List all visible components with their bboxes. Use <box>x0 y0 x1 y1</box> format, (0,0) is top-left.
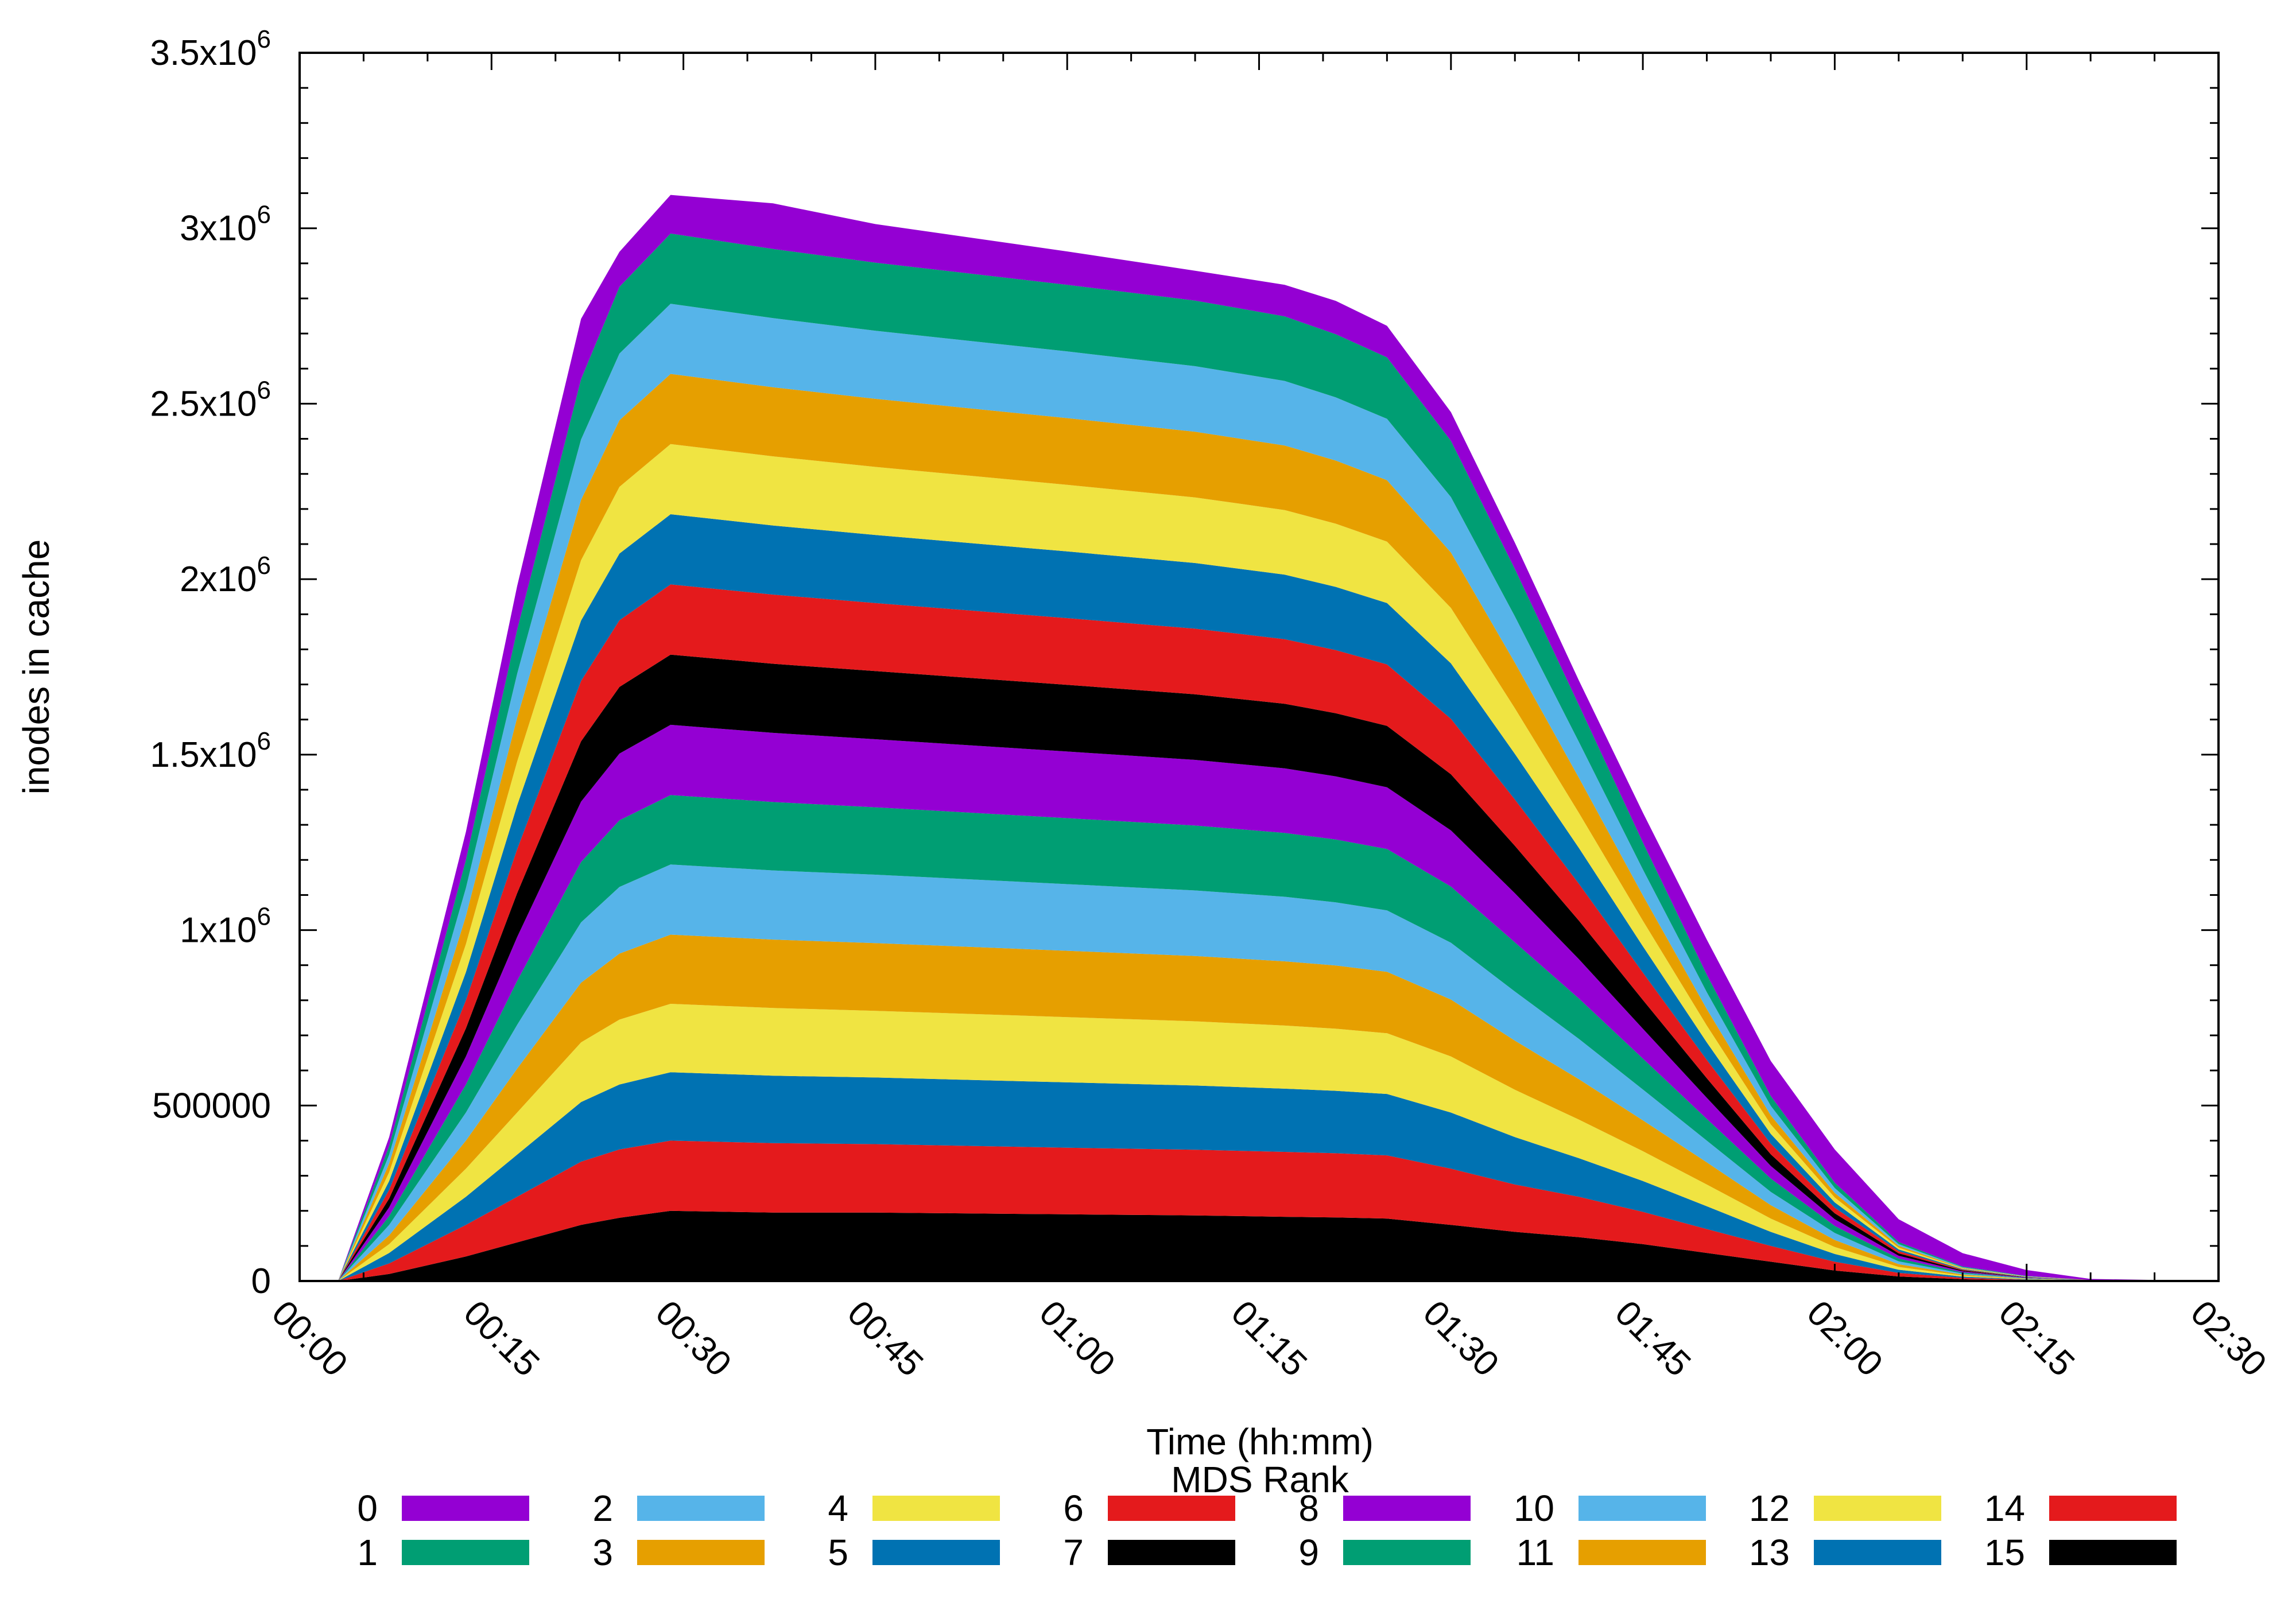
legend-label: 9 <box>1298 1532 1319 1573</box>
x-tick-label: 01:00 <box>1031 1293 1123 1384</box>
legend-label: 2 <box>592 1488 613 1529</box>
legend-label: 12 <box>1749 1488 1790 1529</box>
legend-swatch <box>1108 1540 1235 1565</box>
y-tick-label: 1.5x106 <box>150 727 271 775</box>
legend-label: 10 <box>1514 1488 1554 1529</box>
area-rank-15 <box>338 1210 2219 1281</box>
x-tick-label: 01:45 <box>1607 1293 1698 1384</box>
legend-label: 14 <box>1984 1488 2025 1529</box>
legend-label: 13 <box>1749 1532 1790 1573</box>
x-tick-labels: 00:00 00:15 00:30 00:45 01:00 01:15 01:30 01:45… <box>264 1293 2274 1384</box>
x-axis-title: Time (hh:mm) <box>1146 1421 1374 1462</box>
axis-ticks <box>298 52 2220 1282</box>
x-tick-label: 00:45 <box>840 1293 931 1384</box>
legend-swatch <box>2049 1540 2177 1565</box>
legend-label: 8 <box>1298 1488 1319 1529</box>
legend-swatch <box>1578 1496 1706 1521</box>
legend-label: 0 <box>357 1488 378 1529</box>
legend-title: MDS Rank <box>1171 1459 1349 1500</box>
legend-label: 4 <box>828 1488 848 1529</box>
x-tick-label: 01:30 <box>1415 1293 1507 1384</box>
x-tick-label: 02:00 <box>1799 1293 1891 1384</box>
area-rank-9 <box>338 795 2219 1281</box>
legend-swatch <box>402 1496 529 1521</box>
area-rank-10 <box>338 864 2219 1281</box>
y-tick-label: 3x106 <box>180 201 271 249</box>
legend-label: 6 <box>1063 1488 1084 1529</box>
legend-swatch <box>1814 1496 1941 1521</box>
legend-swatch <box>1814 1540 1941 1565</box>
x-tick-label: 00:30 <box>648 1293 739 1384</box>
legend-swatch <box>872 1496 1000 1521</box>
x-tick-label: 01:15 <box>1224 1293 1315 1384</box>
legend-swatch <box>1108 1496 1235 1521</box>
x-tick-label: 02:15 <box>1991 1293 2082 1384</box>
legend-label: 11 <box>1517 1532 1554 1573</box>
legend-label: 3 <box>592 1532 613 1573</box>
area-rank-11 <box>338 934 2219 1281</box>
legend-swatch <box>2049 1496 2177 1521</box>
area-rank-13 <box>338 1072 2219 1281</box>
y-tick-label: 1x106 <box>180 903 271 950</box>
x-tick-label: 00:00 <box>264 1293 355 1384</box>
y-tick-label: 2.5x106 <box>150 376 271 424</box>
y-tick-labels: 0 500000 1x106 1.5x106 2x106 2.5x106 3x106 3.5x… <box>150 25 271 1301</box>
y-axis-title: inodes in cache <box>15 539 57 795</box>
legend-label: 15 <box>1984 1532 2025 1573</box>
area-rank-12 <box>338 1004 2219 1281</box>
legend-swatch <box>402 1540 529 1565</box>
legend-swatch <box>872 1540 1000 1565</box>
y-tick-label: 500000 <box>152 1086 271 1125</box>
legend-label: 1 <box>357 1532 378 1573</box>
legend-label: 7 <box>1063 1532 1084 1573</box>
legend-label: 5 <box>828 1532 848 1573</box>
legend-swatch <box>1343 1540 1471 1565</box>
y-tick-label: 0 <box>251 1261 271 1301</box>
x-tick-label: 02:30 <box>2183 1293 2274 1384</box>
y-tick-label: 2x106 <box>180 552 271 599</box>
x-tick-label: 00:15 <box>456 1293 547 1384</box>
legend-swatch <box>637 1496 765 1521</box>
series-areas <box>338 195 2219 1282</box>
legend-swatch <box>1343 1496 1471 1521</box>
y-tick-label: 3.5x106 <box>150 25 271 73</box>
legend-swatch <box>1578 1540 1706 1565</box>
area-rank-14 <box>338 1140 2219 1281</box>
legend-swatch <box>637 1540 765 1565</box>
